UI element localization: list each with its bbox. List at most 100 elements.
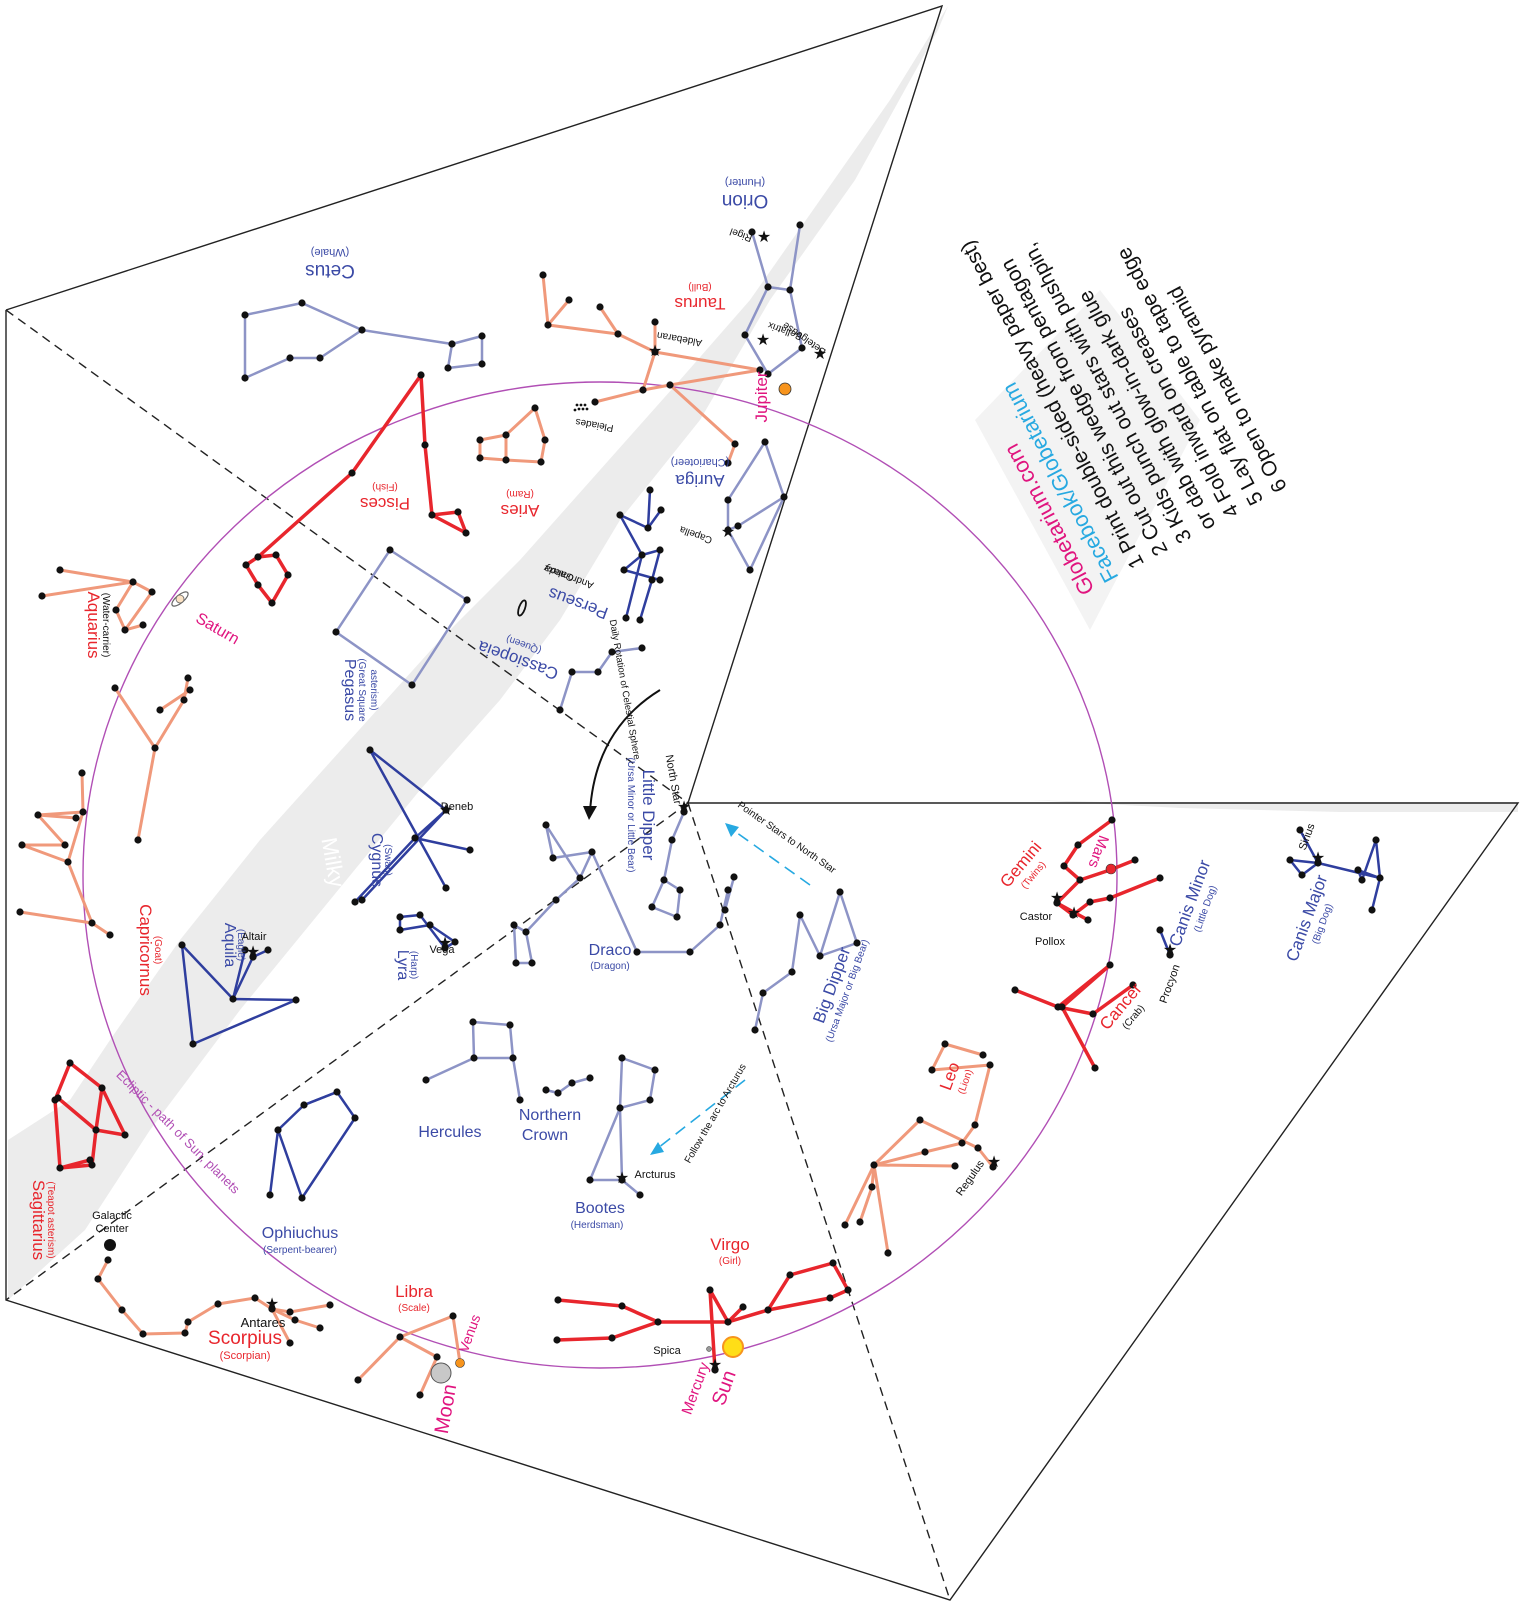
pointer-arrow (732, 829, 811, 886)
star-dot (88, 919, 96, 927)
libra-lines (356, 1314, 462, 1397)
star-dot (316, 1324, 324, 1332)
star-dot (254, 553, 262, 561)
star-dot (451, 938, 459, 946)
star-dot (741, 331, 749, 339)
star-dot (542, 1086, 550, 1094)
star-dot (586, 1074, 594, 1082)
star-dot (34, 811, 42, 819)
star-dot (618, 1176, 626, 1184)
star-dot (426, 921, 434, 929)
star-dot (1166, 951, 1174, 959)
saturn-label: Saturn (193, 610, 242, 648)
sagittarius-stick (53, 1061, 98, 1170)
big-dipper-stick (818, 890, 842, 958)
star-dot (651, 318, 659, 326)
star-dot (189, 1040, 197, 1048)
star-dot (366, 746, 374, 754)
capella-label: Capella (678, 523, 714, 545)
sun-icon (722, 1336, 744, 1358)
star-dot (214, 1300, 222, 1308)
star-dot (816, 952, 824, 960)
aquarius-stick (158, 688, 192, 712)
sagittarius-stick (58, 1158, 92, 1170)
pointer-arrowhead-icon (725, 823, 739, 837)
aquila-stick (180, 943, 298, 1046)
star-dot (506, 1021, 514, 1029)
canis-minor-stick (1158, 928, 1172, 957)
star-bellatrix-icon: ★ (756, 330, 770, 349)
star-dot (272, 551, 280, 559)
star-dot (853, 939, 861, 947)
star-dot (646, 1096, 654, 1104)
star-dot (844, 1286, 852, 1294)
star-dot (1086, 898, 1094, 906)
virgo-stick (555, 1320, 660, 1342)
jupiter-icon (778, 382, 792, 396)
aquarius-stick (113, 676, 190, 750)
star-dot (1156, 874, 1164, 882)
libra-stick (398, 1335, 439, 1397)
star-arcturus-icon: ★ (615, 1168, 629, 1187)
star-dot (836, 888, 844, 896)
ophiuchus-lines (268, 1090, 357, 1200)
star-dot (841, 1221, 849, 1229)
star-dot (411, 834, 419, 842)
star-dot (442, 884, 450, 892)
star-dot (178, 941, 186, 949)
star-dot (633, 948, 641, 956)
star-dot (284, 571, 292, 579)
star-dot (668, 836, 676, 844)
star-dot (1106, 961, 1114, 969)
draco-stick (512, 823, 594, 965)
star-dot (181, 1329, 189, 1337)
star-dot (620, 566, 628, 574)
star-dot (1074, 841, 1082, 849)
star-dot (608, 648, 616, 656)
star-dot (1368, 906, 1376, 914)
star-dot (539, 271, 547, 279)
star-dot (724, 459, 732, 467)
star-dot (734, 522, 742, 530)
mercury-label: Mercury (679, 1360, 714, 1417)
pisces-stick (419, 373, 468, 535)
sagittarius-label: Sagittarius (29, 1180, 48, 1260)
draco-stick (590, 850, 730, 954)
star-dot (798, 344, 806, 352)
daily-rotation-label: Daily Rotation of Celestial Sphere (607, 619, 642, 761)
star-dot (106, 931, 114, 939)
hercules-label: Hercules (418, 1124, 481, 1141)
rotation-arrow (589, 689, 661, 813)
auriga-label: Auriga (675, 471, 725, 490)
star-dot (788, 968, 796, 976)
star-dot (636, 616, 644, 624)
sagittarius-sub: (Teapot asterism) (45, 1181, 56, 1258)
mercury-icon (706, 1346, 712, 1352)
aries-sub: (Ram) (506, 488, 534, 499)
star-dot (274, 1126, 282, 1134)
star-dot (416, 1391, 424, 1399)
sagittarius-stick (94, 1086, 104, 1132)
pollox-label: Pollox (1035, 936, 1065, 948)
star-dot (516, 1096, 524, 1104)
star-dot (512, 959, 520, 967)
star-dot (121, 626, 129, 634)
star-dot (396, 926, 404, 934)
star-dot (622, 614, 630, 622)
star-dot (673, 913, 681, 921)
aquila-stick (231, 948, 247, 1001)
star-dot (786, 286, 794, 294)
star-dot (428, 511, 436, 519)
star-dot (1298, 871, 1306, 879)
star-dot (241, 946, 249, 954)
star-dot (1084, 916, 1092, 924)
star-dot (56, 1164, 64, 1172)
cygnus-label: Cygnus (368, 833, 385, 887)
star-aldebaran-icon: ★ (648, 341, 662, 360)
star-dot (121, 1131, 129, 1139)
star-dot (568, 1079, 576, 1087)
cetus-label: Cetus (305, 260, 355, 281)
star-dot (531, 404, 539, 412)
star-dot (544, 321, 552, 329)
